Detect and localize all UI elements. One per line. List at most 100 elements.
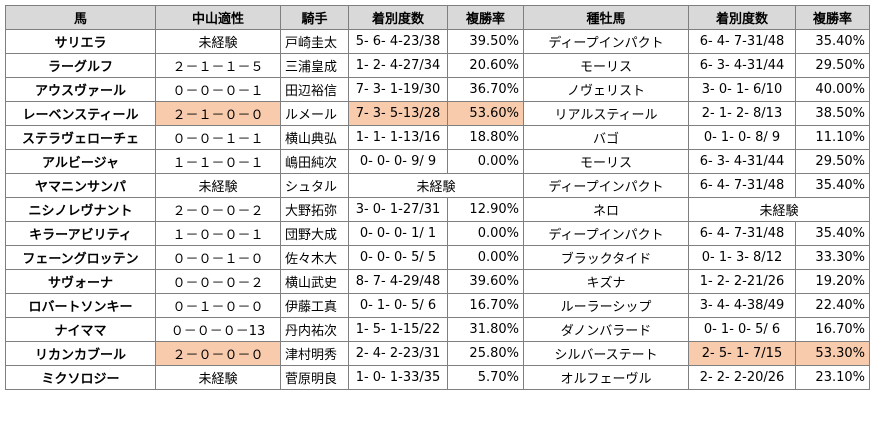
horse-name-cell: レーベンスティール	[5, 101, 156, 126]
sire-name-cell: ディープインパクト	[523, 221, 689, 246]
horse-name-cell: ミクソロジー	[5, 365, 156, 390]
jockey-name-cell: 丹内祐次	[280, 317, 349, 342]
sire-name-cell: オルフェーヴル	[523, 365, 689, 390]
table-row: ナイママ ０－０－０－13 丹内祐次 1- 5- 1-15/22 31.80% ダノンバラ…	[5, 317, 870, 342]
sire-place-rate-cell: 29.50%	[795, 53, 870, 78]
sire-record-cell: 6- 3- 4-31/44	[688, 149, 796, 174]
jockey-place-rate-cell: 39.60%	[447, 269, 524, 294]
jockey-place-rate-cell: 39.50%	[447, 29, 524, 54]
nakayama-aptitude-cell: ０－０－０－13	[155, 317, 281, 342]
jockey-name-cell: 田辺裕信	[280, 77, 349, 102]
jockey-record-cell: 7- 3- 5-13/28	[348, 101, 448, 126]
sire-name-cell: モーリス	[523, 53, 689, 78]
horse-name-cell: フェーングロッテン	[5, 245, 156, 270]
jockey-record-cell: 0- 1- 0- 5/ 6	[348, 293, 448, 318]
sire-record-cell: 2- 1- 2- 8/13	[688, 101, 796, 126]
nakayama-aptitude-cell: 未経験	[155, 29, 281, 54]
header-nakayama-aptitude: 中山適性	[155, 5, 281, 30]
nakayama-aptitude-cell: ２－１－０－０	[155, 101, 281, 126]
nakayama-aptitude-cell: ０－１－０－０	[155, 293, 281, 318]
sire-place-rate-cell: 53.30%	[795, 341, 870, 366]
horse-name-cell: サリエラ	[5, 29, 156, 54]
jockey-name-cell: シュタル	[280, 173, 349, 198]
sire-record-cell: 2- 5- 1- 7/15	[688, 341, 796, 366]
header-jockey-record: 着別度数	[348, 5, 448, 30]
jockey-name-cell: 三浦皇成	[280, 53, 349, 78]
jockey-place-rate-cell: 53.60%	[447, 101, 524, 126]
horse-name-cell: ヤマニンサンパ	[5, 173, 156, 198]
nakayama-aptitude-cell: ０－０－１－０	[155, 245, 281, 270]
header-sire-record: 着別度数	[688, 5, 796, 30]
sire-record-cell: 0- 1- 3- 8/12	[688, 245, 796, 270]
header-jockey: 騎手	[280, 5, 349, 30]
sire-record-cell: 6- 4- 7-31/48	[688, 221, 796, 246]
jockey-record-cell: 5- 6- 4-23/38	[348, 29, 448, 54]
jockey-place-rate-cell: 0.00%	[447, 245, 524, 270]
table-row: ステラヴェローチェ ０－０－１－１ 横山典弘 1- 1- 1-13/16 18.80% バ…	[5, 125, 870, 150]
jockey-record-cell: 1- 2- 4-27/34	[348, 53, 448, 78]
sire-record-cell: 1- 2- 2-21/26	[688, 269, 796, 294]
jockey-place-rate-cell: 31.80%	[447, 317, 524, 342]
table-row: アルビージャ １－１－０－１ 嶋田純次 0- 0- 0- 9/ 9 0.00% モーリス 6…	[5, 149, 870, 174]
jockey-place-rate-cell: 5.70%	[447, 365, 524, 390]
stats-table: 馬 中山適性 騎手 着別度数 複勝率 種牡馬 着別度数 複勝率 サリエラ 未経験戸…	[5, 5, 870, 390]
table-row: フェーングロッテン ０－０－１－０ 佐々木大 0- 0- 0- 5/ 5 0.00% ブラ…	[5, 245, 870, 270]
table-row: アウスヴァール ０－０－０－１ 田辺裕信 7- 3- 1-19/30 36.70% ノヴェ…	[5, 77, 870, 102]
horse-name-cell: ナイママ	[5, 317, 156, 342]
jockey-name-cell: 横山武史	[280, 269, 349, 294]
sire-record-cell: 6- 4- 7-31/48	[688, 173, 796, 198]
jockey-record-cell: 0- 0- 0- 5/ 5	[348, 245, 448, 270]
jockey-place-rate-cell: 16.70%	[447, 293, 524, 318]
horse-name-cell: リカンカブール	[5, 341, 156, 366]
header-row: 馬 中山適性 騎手 着別度数 複勝率 種牡馬 着別度数 複勝率	[5, 5, 870, 30]
table-row: ミクソロジー 未経験 菅原明良 1- 0- 1-33/35 5.70% オルフェーヴル 2-…	[5, 365, 870, 390]
horse-name-cell: ニシノレヴナント	[5, 197, 156, 222]
sire-name-cell: バゴ	[523, 125, 689, 150]
sire-record-cell: 6- 4- 7-31/48	[688, 29, 796, 54]
sire-record-cell: 3- 4- 4-38/49	[688, 293, 796, 318]
jockey-name-cell: 団野大成	[280, 221, 349, 246]
sire-record-cell: 6- 3- 4-31/44	[688, 53, 796, 78]
sire-name-cell: ディープインパクト	[523, 29, 689, 54]
sire-place-rate-cell: 19.20%	[795, 269, 870, 294]
sire-name-cell: モーリス	[523, 149, 689, 174]
jockey-name-cell: 横山典弘	[280, 125, 349, 150]
sire-place-rate-cell: 11.10%	[795, 125, 870, 150]
jockey-record-cell: 8- 7- 4-29/48	[348, 269, 448, 294]
sire-place-rate-cell: 23.10%	[795, 365, 870, 390]
sire-place-rate-cell: 35.40%	[795, 221, 870, 246]
nakayama-aptitude-cell: ２－０－０－０	[155, 341, 281, 366]
jockey-place-rate-cell: 12.90%	[447, 197, 524, 222]
jockey-record-cell: 7- 3- 1-19/30	[348, 77, 448, 102]
sire-name-cell: ネロ	[523, 197, 689, 222]
sire-place-rate-cell: 22.40%	[795, 293, 870, 318]
horse-name-cell: ロバートソンキー	[5, 293, 156, 318]
sire-record-cell: 3- 0- 1- 6/10	[688, 77, 796, 102]
jockey-place-rate-cell: 25.80%	[447, 341, 524, 366]
sire-place-rate-cell: 35.40%	[795, 173, 870, 198]
horse-name-cell: ステラヴェローチェ	[5, 125, 156, 150]
table-row: ラーグルフ ２－１－１－５ 三浦皇成 1- 2- 4-27/34 20.60% モーリス 6…	[5, 53, 870, 78]
table-row: リカンカブール ２－０－０－０ 津村明秀 2- 4- 2-23/31 25.80% シルバ…	[5, 341, 870, 366]
sire-name-cell: ノヴェリスト	[523, 77, 689, 102]
nakayama-aptitude-cell: ０－０－１－１	[155, 125, 281, 150]
sire-name-cell: ダノンバラード	[523, 317, 689, 342]
table-row: ヤマニンサンパ 未経験 シュタル 未経験 ディープインパクト 6- 4- 7-31/48 3…	[5, 173, 870, 198]
nakayama-aptitude-cell: ０－０－０－１	[155, 77, 281, 102]
jockey-record-cell: 2- 4- 2-23/31	[348, 341, 448, 366]
table-row: キラーアビリティ １－０－０－１ 団野大成 0- 0- 0- 1/ 1 0.00% ディー…	[5, 221, 870, 246]
jockey-record-cell: 3- 0- 1-27/31	[348, 197, 448, 222]
sire-place-rate-cell: 35.40%	[795, 29, 870, 54]
jockey-name-cell: 伊藤工真	[280, 293, 349, 318]
nakayama-aptitude-cell: 未経験	[155, 173, 281, 198]
jockey-name-cell: 菅原明良	[280, 365, 349, 390]
jockey-name-cell: 戸崎圭太	[280, 29, 349, 54]
jockey-place-rate-cell: 18.80%	[447, 125, 524, 150]
table-row: ロバートソンキー ０－１－０－０ 伊藤工真 0- 1- 0- 5/ 6 16.70% ルー…	[5, 293, 870, 318]
jockey-record-cell: 1- 0- 1-33/35	[348, 365, 448, 390]
jockey-place-rate-cell: 0.00%	[447, 149, 524, 174]
jockey-place-rate-cell: 36.70%	[447, 77, 524, 102]
sire-name-cell: キズナ	[523, 269, 689, 294]
jockey-record-cell: 0- 0- 0- 9/ 9	[348, 149, 448, 174]
jockey-record-cell: 0- 0- 0- 1/ 1	[348, 221, 448, 246]
